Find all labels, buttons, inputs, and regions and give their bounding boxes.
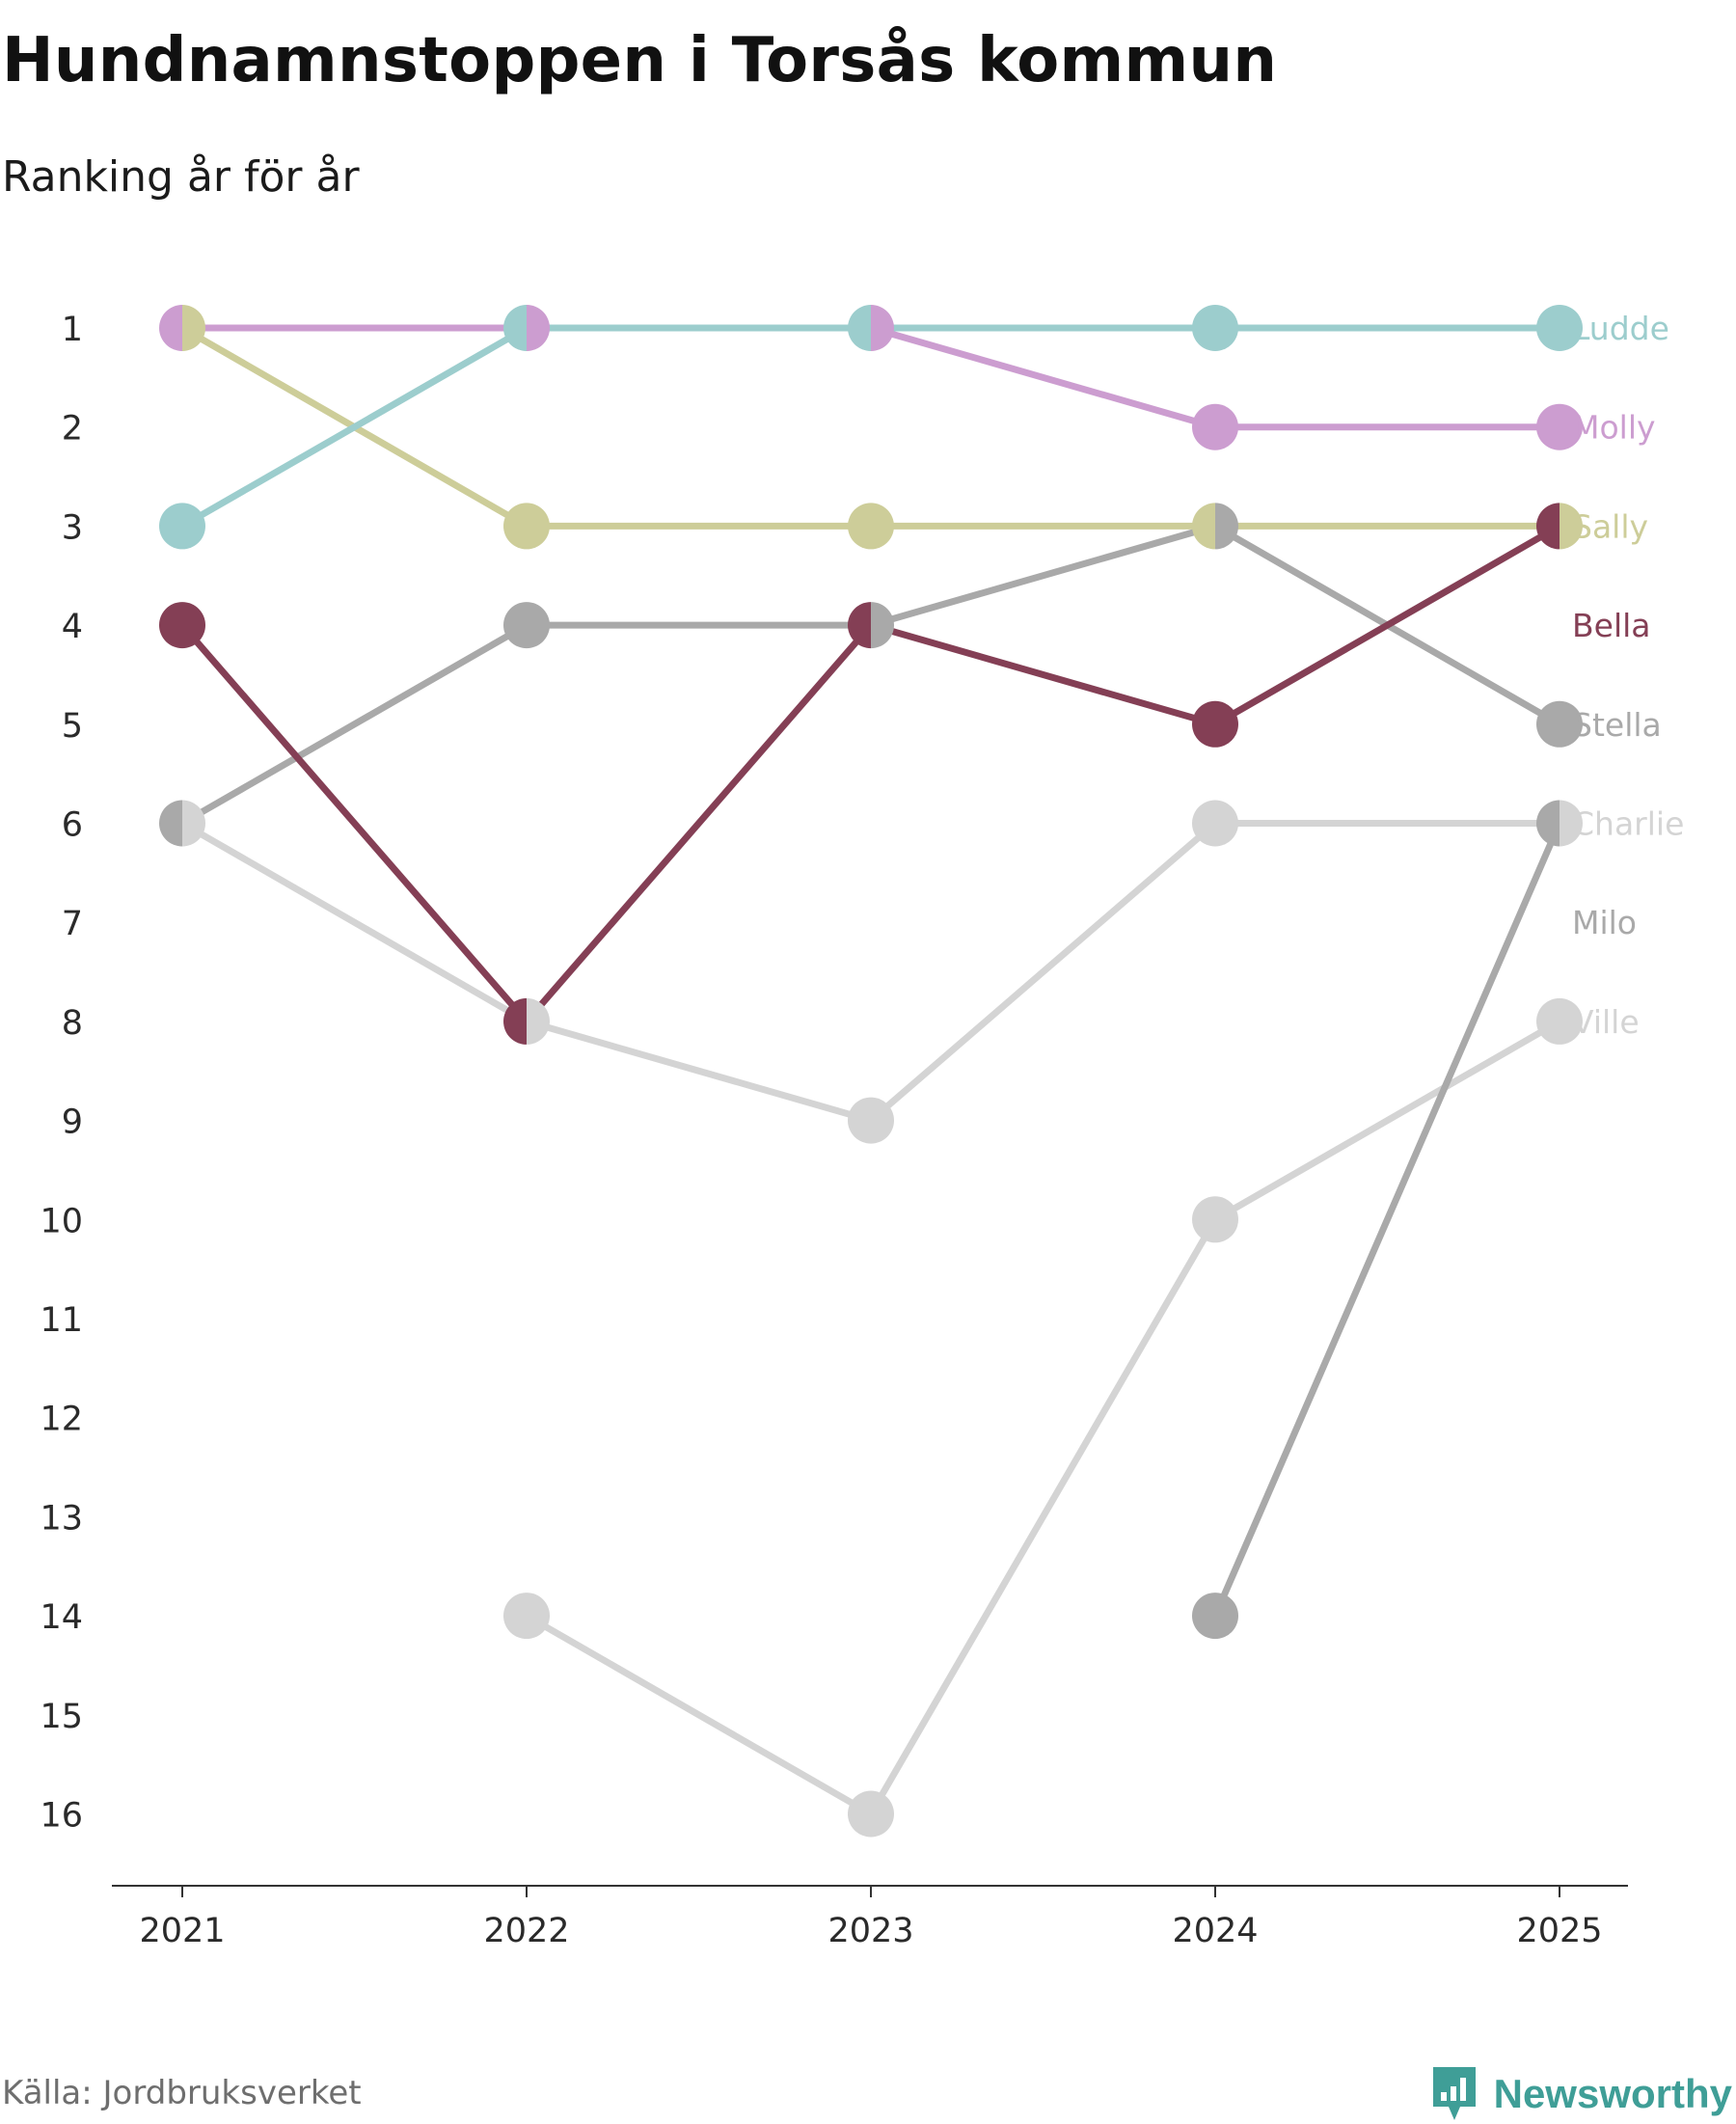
y-tick-label: 7 <box>62 905 83 943</box>
line-ludde <box>178 324 530 530</box>
y-tick-label: 13 <box>40 1499 83 1538</box>
point-ville <box>848 1790 894 1838</box>
series-points <box>159 305 1583 1838</box>
y-tick-label: 8 <box>62 1004 83 1043</box>
point-ludde <box>848 305 871 351</box>
x-tick-label: 2023 <box>827 1912 913 1950</box>
point-sally <box>1560 503 1583 550</box>
line-ville <box>867 1215 1219 1817</box>
point-stella <box>1536 700 1583 748</box>
label-molly: Molly <box>1572 409 1656 447</box>
point-stella <box>159 800 182 847</box>
label-charlie: Charlie <box>1572 805 1684 843</box>
point-molly <box>527 305 550 351</box>
point-bella <box>159 602 205 649</box>
series-labels: Ludde Molly Sally Bella Stella Charlie Milo Vil… <box>1572 310 1684 1041</box>
line-bella <box>178 621 530 1025</box>
line-ville <box>1211 1018 1563 1223</box>
label-ludde: Ludde <box>1572 310 1669 347</box>
line-stella <box>867 522 1219 629</box>
y-tick-label: 9 <box>62 1103 83 1142</box>
point-molly <box>1192 403 1238 450</box>
y-tick-label: 2 <box>62 410 83 449</box>
newsworthy-logo-icon <box>1432 2067 1476 2120</box>
line-bella <box>523 621 875 1025</box>
point-molly <box>159 305 182 351</box>
point-sally <box>182 305 205 351</box>
y-tick-label: 15 <box>40 1698 83 1736</box>
y-tick-label: 11 <box>40 1301 83 1340</box>
line-ville <box>523 1612 875 1817</box>
brand-name: Newsworthy <box>1493 2071 1732 2116</box>
point-ville <box>1192 1196 1238 1243</box>
point-ludde <box>1536 305 1583 351</box>
point-bella <box>848 602 871 649</box>
point-bella <box>1192 700 1238 748</box>
line-stella <box>178 621 530 827</box>
y-tick-label: 14 <box>40 1598 83 1637</box>
point-sally <box>503 503 550 550</box>
label-ville: Ville <box>1572 1003 1640 1041</box>
line-charlie <box>178 820 530 1025</box>
label-sally: Sally <box>1572 507 1648 545</box>
line-molly <box>867 324 1219 431</box>
point-sally <box>848 503 894 550</box>
y-tick-label: 16 <box>40 1797 83 1836</box>
point-charlie <box>1192 800 1238 847</box>
x-tick-label: 2022 <box>483 1912 569 1950</box>
x-tick-label: 2025 <box>1516 1912 1602 1950</box>
y-tick-label: 10 <box>40 1202 83 1240</box>
point-ludde <box>503 305 527 351</box>
y-tick-label: 3 <box>62 508 83 547</box>
point-stella <box>871 602 894 649</box>
brand-logo: Newsworthy <box>1430 2064 1732 2124</box>
x-tick-label: 2021 <box>139 1912 225 1950</box>
point-ludde <box>159 503 205 550</box>
point-stella <box>503 602 550 649</box>
y-tick-label: 6 <box>62 806 83 845</box>
line-charlie <box>523 1018 875 1125</box>
point-charlie <box>527 997 550 1045</box>
point-bella <box>503 997 527 1045</box>
x-axis: 2021 2022 2023 2024 2025 <box>112 1885 1628 1950</box>
y-tick-label: 1 <box>62 311 83 349</box>
chart-subtitle: Ranking år för år <box>2 152 360 202</box>
chart-title: Hundnamnstoppen i Torsås kommun <box>2 25 1278 96</box>
point-molly <box>1536 403 1583 450</box>
y-tick-label: 4 <box>62 608 83 646</box>
x-tick-label: 2024 <box>1172 1912 1258 1950</box>
point-ludde <box>1192 305 1238 351</box>
y-tick-label: 5 <box>62 707 83 746</box>
source-note: Källa: Jordbruksverket <box>2 2074 362 2112</box>
point-ville <box>503 1593 550 1640</box>
point-charlie <box>182 800 205 847</box>
series-lines <box>178 324 1563 1817</box>
point-charlie <box>848 1097 894 1144</box>
point-molly <box>871 305 894 351</box>
point-stella <box>1215 503 1238 550</box>
point-milo <box>1536 800 1560 847</box>
y-tick-label: 12 <box>40 1401 83 1439</box>
point-charlie <box>1560 800 1583 847</box>
label-bella: Bella <box>1572 607 1651 644</box>
line-charlie <box>867 820 1219 1125</box>
label-milo: Milo <box>1572 904 1637 941</box>
point-sally <box>1192 503 1215 550</box>
label-stella: Stella <box>1572 706 1662 744</box>
line-bella <box>1211 522 1563 728</box>
point-milo <box>1192 1593 1238 1640</box>
point-ville <box>1536 997 1583 1045</box>
line-milo <box>1211 820 1563 1620</box>
line-bella <box>867 621 1219 728</box>
point-bella <box>1536 503 1560 550</box>
